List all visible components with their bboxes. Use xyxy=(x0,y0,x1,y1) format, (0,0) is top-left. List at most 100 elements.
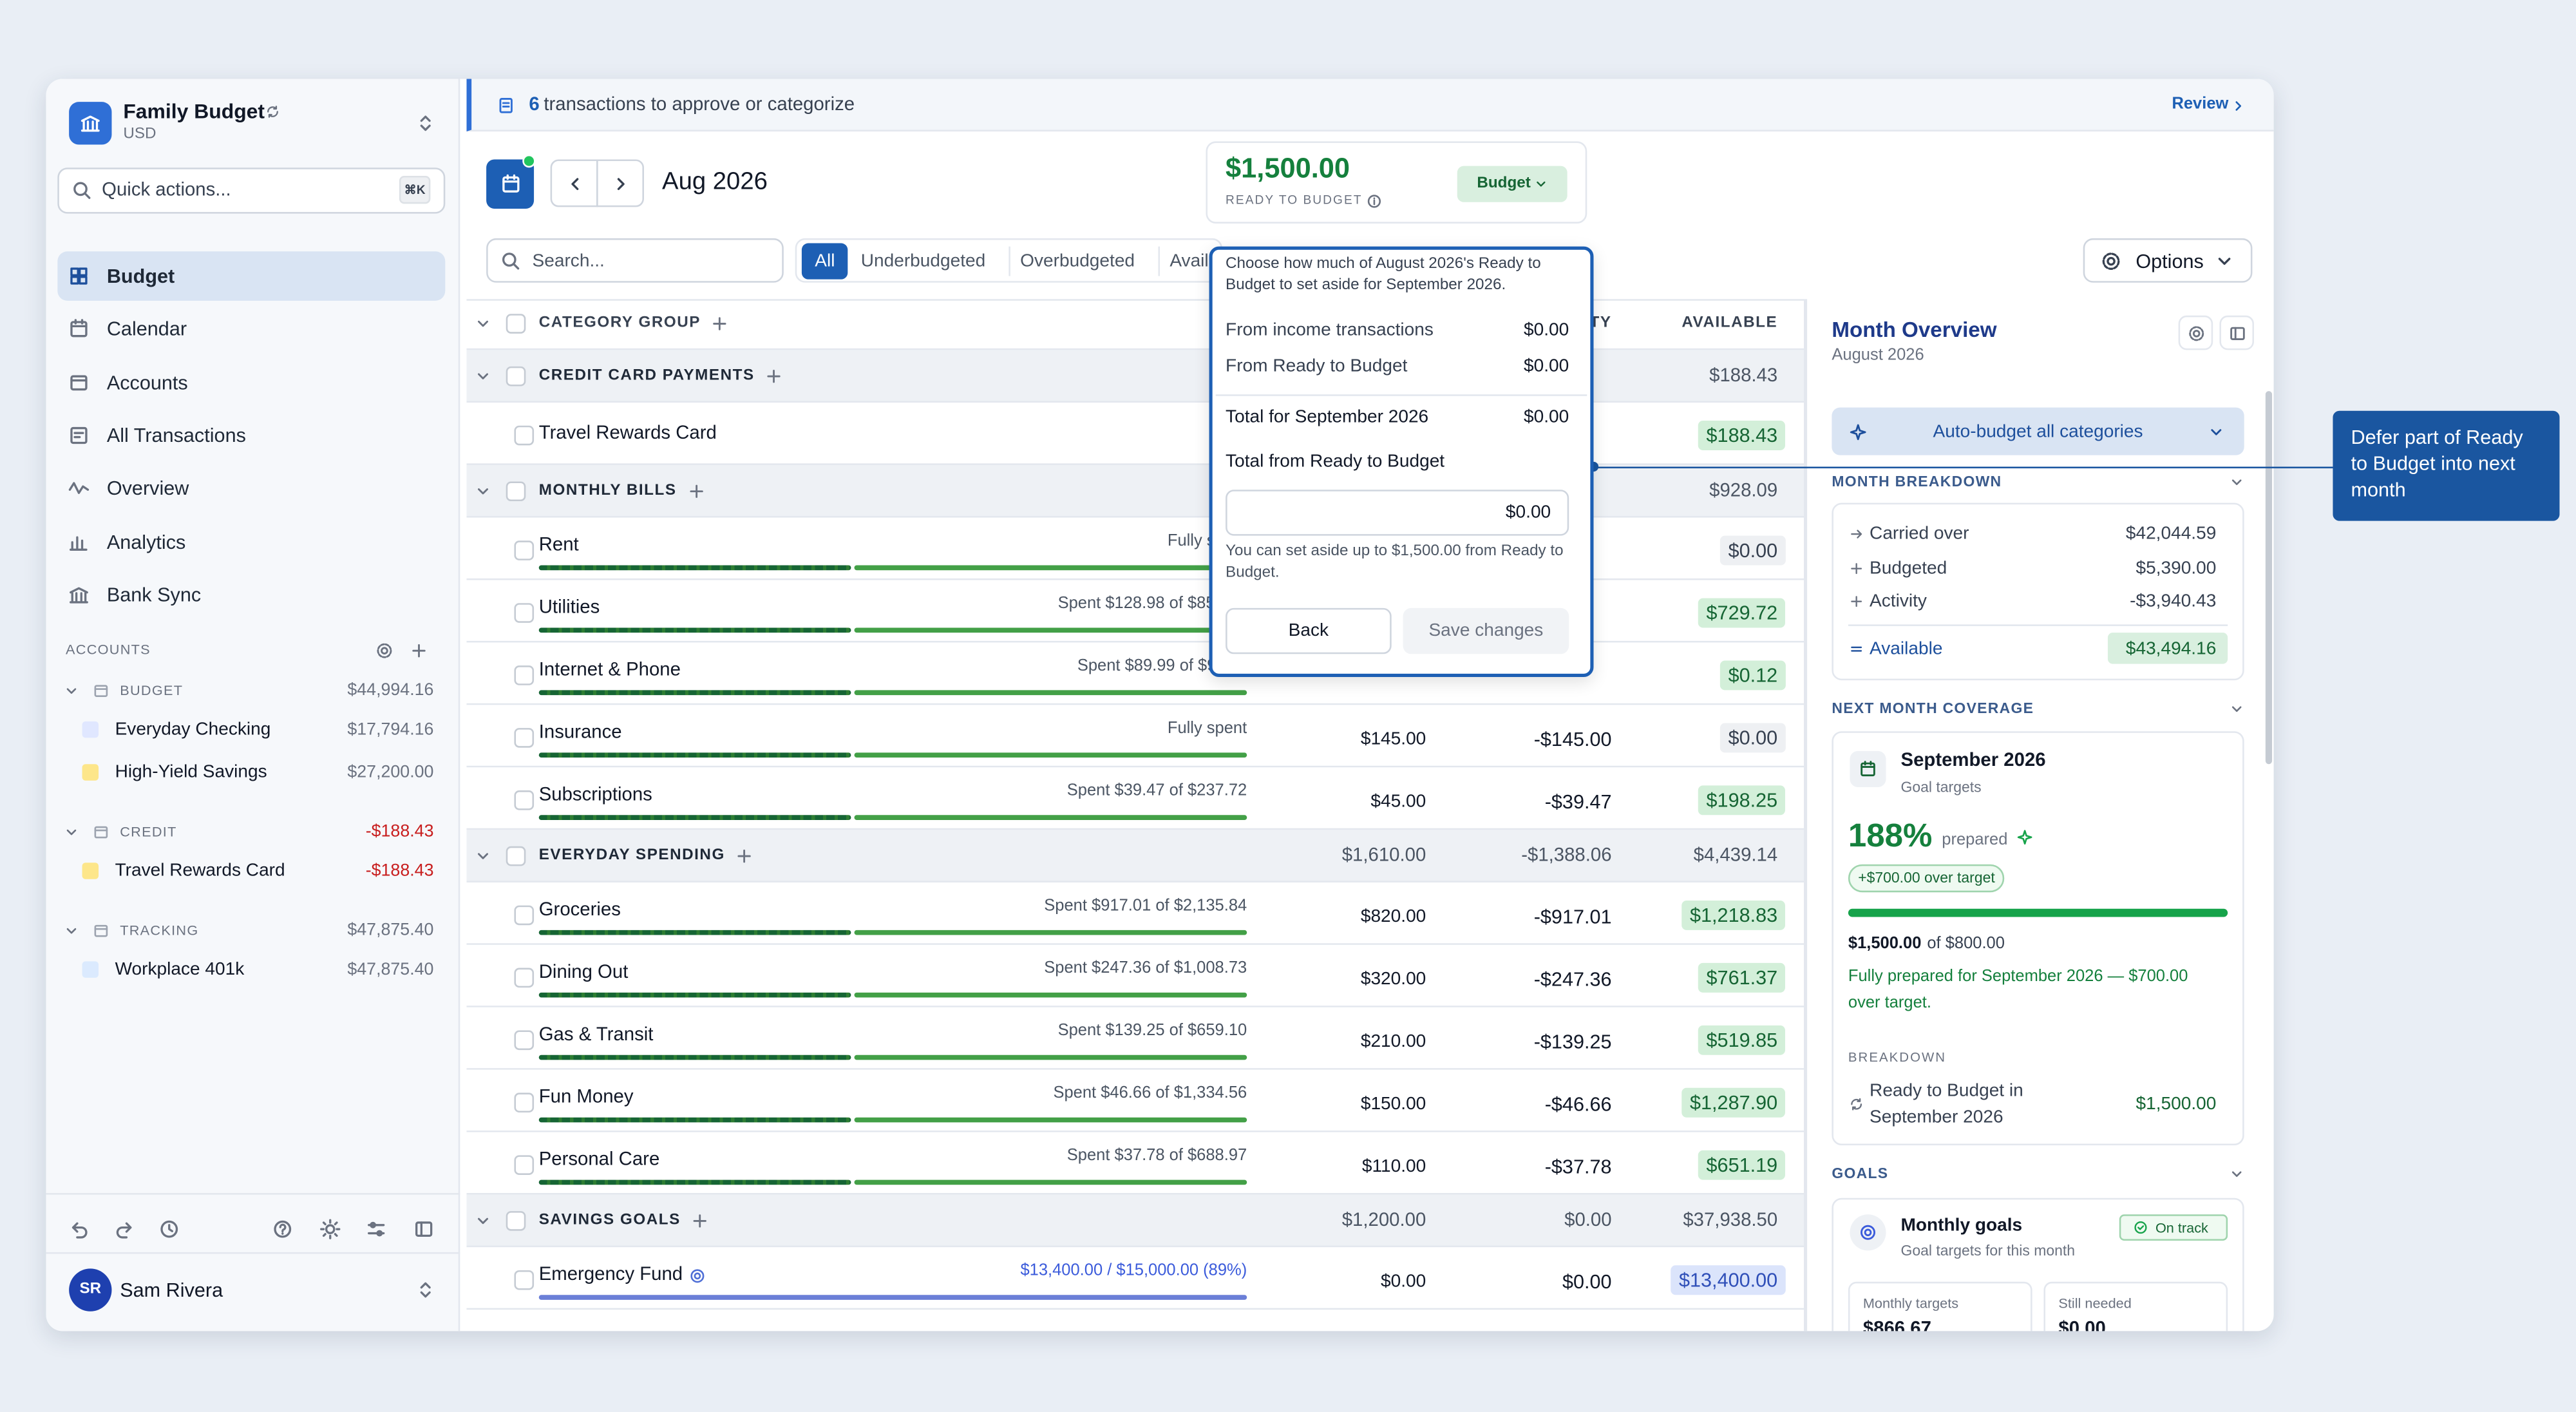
share-icon-part xyxy=(267,106,278,118)
toolbar-icon-part xyxy=(320,1219,341,1239)
workspace-switch[interactable] xyxy=(414,111,437,135)
nav-item[interactable]: Overview xyxy=(106,477,189,500)
breakdown-icon xyxy=(1848,641,1865,658)
nav-icon-part xyxy=(68,482,90,495)
options-button[interactable] xyxy=(2083,238,2253,283)
user-name[interactable]: Sam Rivera xyxy=(120,1278,223,1302)
checkbox[interactable] xyxy=(506,314,526,334)
nav-item[interactable]: Accounts xyxy=(106,370,188,394)
checkbox[interactable] xyxy=(514,1270,535,1290)
checkbox[interactable] xyxy=(514,1092,535,1113)
accounts-add-part xyxy=(412,644,426,658)
coverage-icon-box xyxy=(1850,750,1886,787)
filter-chip[interactable]: Underbudgeted xyxy=(860,251,986,271)
checkbox[interactable] xyxy=(514,603,535,623)
nav-item[interactable]: Budget xyxy=(106,264,175,288)
filter-chip[interactable]: All xyxy=(815,251,835,271)
progress-remaining xyxy=(854,690,1247,696)
group-add-part xyxy=(767,370,781,383)
nav-icon-part-part xyxy=(70,320,88,328)
status-check-part-part xyxy=(2137,1225,2145,1230)
save-button[interactable] xyxy=(1403,607,1569,654)
toolbar-icon xyxy=(365,1217,388,1241)
breakdown-label: Available xyxy=(1870,639,1943,659)
section-chevron-part-part xyxy=(2231,479,2241,484)
available-pill: $188.43 xyxy=(1698,421,1786,450)
category-activity: -$247.36 xyxy=(1533,968,1612,991)
next-button[interactable] xyxy=(596,159,644,207)
breakdown-label: Budgeted xyxy=(1870,558,1947,578)
group-add-part-part xyxy=(690,484,703,498)
coverage-percent: 188% xyxy=(1848,818,1933,855)
checkbox[interactable] xyxy=(514,540,535,560)
nav-item[interactable]: Bank Sync xyxy=(106,583,202,606)
status-dot xyxy=(522,154,536,168)
filter-chip[interactable]: Overbudgeted xyxy=(1020,251,1135,271)
nav-item[interactable]: All Transactions xyxy=(106,423,246,447)
group-icon xyxy=(91,681,109,699)
calendar-glyph-part-part xyxy=(501,174,519,183)
toolbar-icon-part xyxy=(415,1221,433,1237)
checkbox[interactable] xyxy=(506,366,526,386)
review-link[interactable]: Review xyxy=(2172,95,2229,114)
checkbox[interactable] xyxy=(514,665,535,685)
overview-subtitle: August 2026 xyxy=(1832,347,1924,365)
popup-row-value: $0.00 xyxy=(1523,320,1569,341)
category-name: Fun Money xyxy=(538,1087,634,1108)
checkbox[interactable] xyxy=(506,1211,526,1231)
checkbox[interactable] xyxy=(506,846,526,866)
popup-input[interactable] xyxy=(1226,490,1569,536)
coverage-amount: $1,500.00 xyxy=(1848,935,1922,953)
popup-total-value: $0.00 xyxy=(1523,407,1569,428)
checkbox[interactable] xyxy=(514,905,535,926)
checkbox[interactable] xyxy=(514,1030,535,1051)
category-status: $13,400.00 / $15,000.00 (89%) xyxy=(1020,1262,1247,1281)
section-title: GOALS xyxy=(1832,1165,1889,1182)
checkbox[interactable] xyxy=(514,728,535,748)
status-pill xyxy=(2119,1214,2228,1241)
group-add-part-part xyxy=(737,849,751,863)
toolbar-icon-part-part xyxy=(325,1224,336,1234)
workspace-switch-part-part xyxy=(420,115,431,131)
checkbox[interactable] xyxy=(514,425,535,446)
category-budgeted: $45.00 xyxy=(1370,792,1426,812)
toolbar-icon-part-part xyxy=(160,1220,178,1238)
group-icon-part xyxy=(93,825,107,838)
group-chevron-part xyxy=(478,488,488,495)
account-balance: $17,794.16 xyxy=(347,720,434,739)
nav-item[interactable]: Calendar xyxy=(106,318,187,341)
back-button[interactable] xyxy=(1226,607,1392,654)
checkbox[interactable] xyxy=(514,790,535,810)
breakdown-icon-part-part xyxy=(1851,563,1862,575)
checkbox[interactable] xyxy=(506,481,526,502)
budget-button[interactable] xyxy=(1457,166,1567,202)
coverage-of: of $800.00 xyxy=(1927,935,2005,953)
quick-actions[interactable] xyxy=(57,167,446,214)
banner xyxy=(466,79,2274,132)
auto-budget-icon xyxy=(1848,421,1868,441)
nav-item[interactable]: Analytics xyxy=(106,530,186,553)
ready-info-part-part xyxy=(1367,194,1380,207)
status-check-part xyxy=(2134,1221,2147,1234)
panel-button[interactable] xyxy=(2219,315,2254,350)
toolbar-icon xyxy=(412,1217,435,1241)
panel-button[interactable] xyxy=(2178,315,2213,350)
goal-stat-value: $0.00 xyxy=(2058,1319,2106,1331)
checkbox[interactable] xyxy=(514,968,535,988)
auto-budget-button[interactable] xyxy=(1832,407,2244,455)
sidebar-divider xyxy=(46,1252,460,1254)
progress-spent xyxy=(538,752,851,758)
section-chevron xyxy=(2227,472,2245,490)
coverage-spark-part xyxy=(2016,829,2032,844)
group-chevron xyxy=(62,921,80,939)
category-status: Spent $139.25 of $659.10 xyxy=(1057,1022,1247,1040)
group-add xyxy=(687,481,706,501)
accounts-settings xyxy=(375,641,395,661)
checkbox[interactable] xyxy=(514,1155,535,1175)
toolbar-icon-part-part xyxy=(370,1221,377,1228)
nav-icon-part-part xyxy=(70,587,88,604)
calendar-button[interactable] xyxy=(486,159,535,209)
category-activity: -$917.01 xyxy=(1533,905,1612,929)
options-text: Options xyxy=(2136,249,2204,272)
search-box[interactable] xyxy=(486,238,784,283)
